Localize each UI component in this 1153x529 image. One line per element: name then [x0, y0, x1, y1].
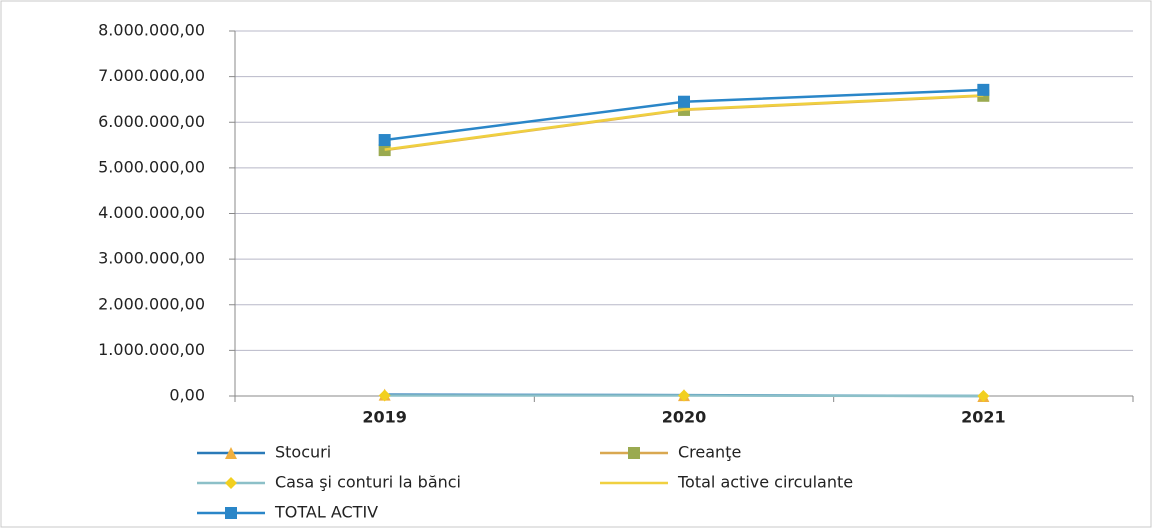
y-tick-label: 7.000.000,00 [98, 66, 205, 85]
series-marker [678, 389, 690, 402]
x-tick-label: 2020 [662, 408, 707, 427]
y-tick-label: 8.000.000,00 [98, 21, 205, 40]
series-marker [678, 95, 690, 108]
legend-label: Total active circulante [677, 473, 853, 492]
y-tick-label: 1.000.000,00 [98, 340, 205, 359]
y-tick-label: 6.000.000,00 [98, 112, 205, 131]
y-tick-label: 3.000.000,00 [98, 249, 205, 268]
legend-marker [225, 507, 237, 519]
legend-marker [628, 447, 640, 459]
x-tick-label: 2021 [961, 408, 1006, 427]
y-tick-label: 5.000.000,00 [98, 157, 205, 176]
y-tick-label: 2.000.000,00 [98, 294, 205, 313]
y-tick-label: 0,00 [169, 386, 205, 405]
legend-label: Creanţe [678, 443, 741, 462]
series-marker [977, 390, 990, 402]
legend-marker [225, 477, 237, 489]
series-marker [378, 389, 391, 402]
legend-label: TOTAL ACTIV [274, 503, 378, 522]
legend-marker [225, 447, 237, 459]
series-marker [378, 144, 391, 157]
series-line [384, 94, 984, 151]
series-marker [977, 83, 990, 96]
series-marker [378, 134, 391, 147]
legend-label: Casa şi conturi la bănci [275, 473, 461, 492]
legend-label: Stocuri [275, 443, 331, 462]
x-tick-label: 2019 [362, 408, 407, 427]
y-tick-label: 4.000.000,00 [98, 203, 205, 222]
